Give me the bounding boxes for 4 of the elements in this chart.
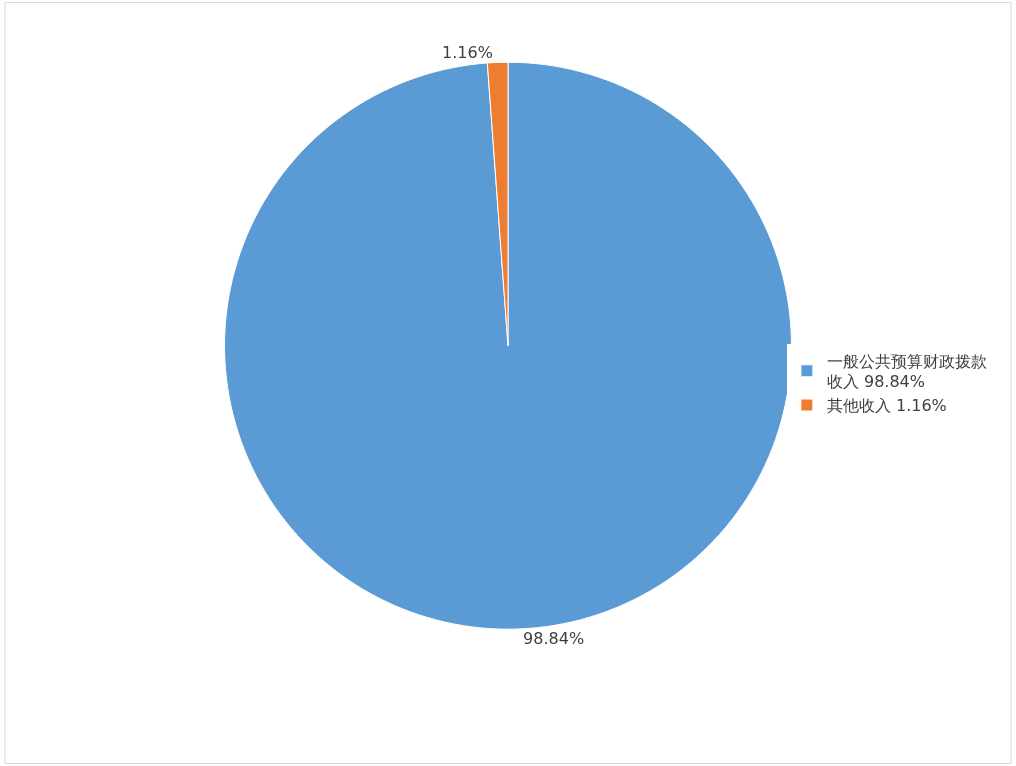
data-label: 1.16% — [442, 43, 493, 63]
legend-label: 其他收入 1.16% — [826, 396, 947, 416]
legend-label: 一般公共预算财政拨款收入 98.84% — [826, 351, 987, 392]
data-label: 98.84% — [523, 628, 585, 648]
